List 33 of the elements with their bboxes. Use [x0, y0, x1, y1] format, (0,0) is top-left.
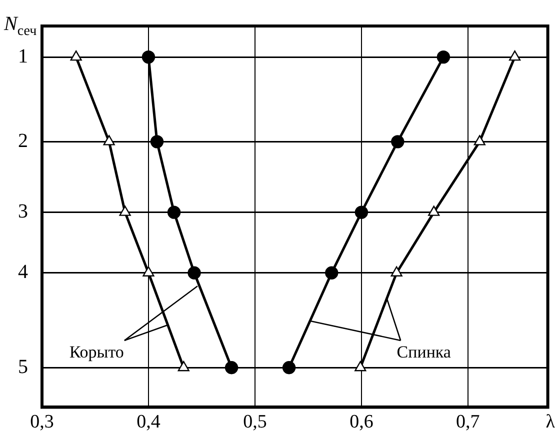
y-tick-label: 2: [18, 130, 28, 152]
point: [119, 206, 131, 216]
x-tick-label: 0,7: [456, 412, 480, 433]
annotation: Корыто: [69, 342, 124, 362]
point: [354, 206, 368, 219]
point: [224, 361, 238, 374]
point: [391, 135, 404, 148]
point: [150, 135, 164, 148]
point: [103, 135, 115, 146]
x-tick-label: 0,3: [30, 412, 54, 433]
x-tick-label: 0,5: [243, 412, 267, 433]
point: [474, 135, 486, 146]
annotation: Спинка: [396, 342, 452, 362]
point: [436, 50, 450, 64]
point: [354, 361, 366, 372]
y-tick-label: 5: [18, 356, 28, 378]
point: [178, 361, 190, 372]
point: [167, 206, 181, 219]
point: [188, 266, 201, 280]
point: [142, 50, 156, 64]
y-tick-label: 4: [18, 261, 28, 284]
y-tick-label: 3: [18, 200, 28, 223]
point: [390, 266, 402, 276]
point: [70, 50, 82, 61]
point: [428, 206, 440, 216]
point: [142, 266, 154, 276]
x-tick-label: 0,6: [350, 412, 374, 433]
point: [508, 50, 521, 61]
point: [325, 266, 338, 280]
y-tick-label: 1: [18, 45, 28, 68]
x-axis-title: λ: [546, 412, 555, 433]
x-tick-label: 0,4: [136, 412, 161, 433]
point: [282, 361, 296, 374]
